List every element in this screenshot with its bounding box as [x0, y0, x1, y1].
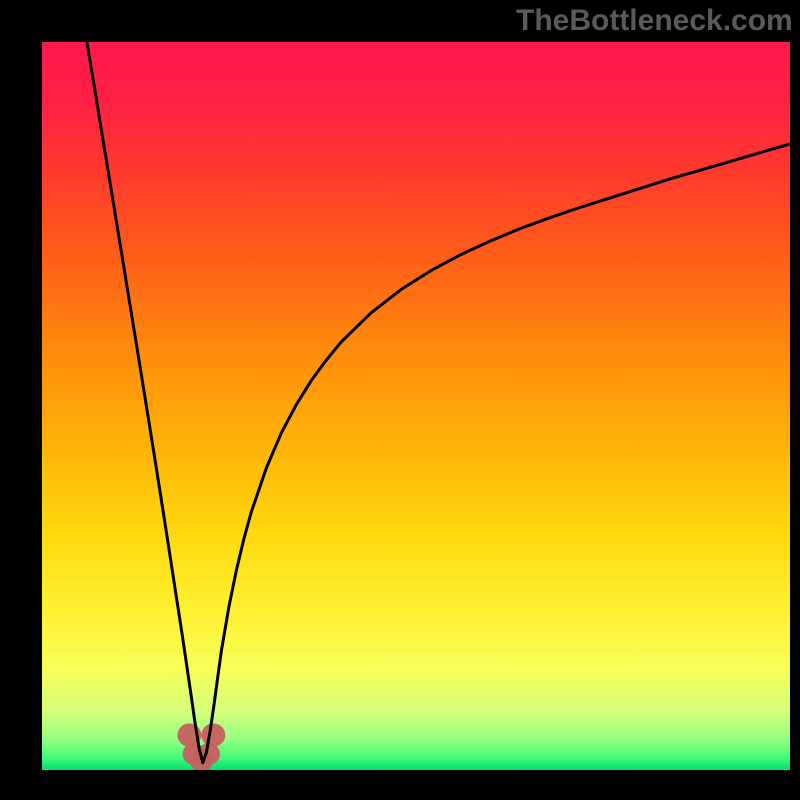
frame-bottom	[0, 770, 800, 800]
frame-left	[0, 0, 42, 800]
watermark-text: TheBottleneck.com	[516, 4, 793, 38]
chart-svg	[0, 0, 800, 800]
frame-right	[790, 0, 800, 800]
gradient-background	[42, 42, 790, 770]
